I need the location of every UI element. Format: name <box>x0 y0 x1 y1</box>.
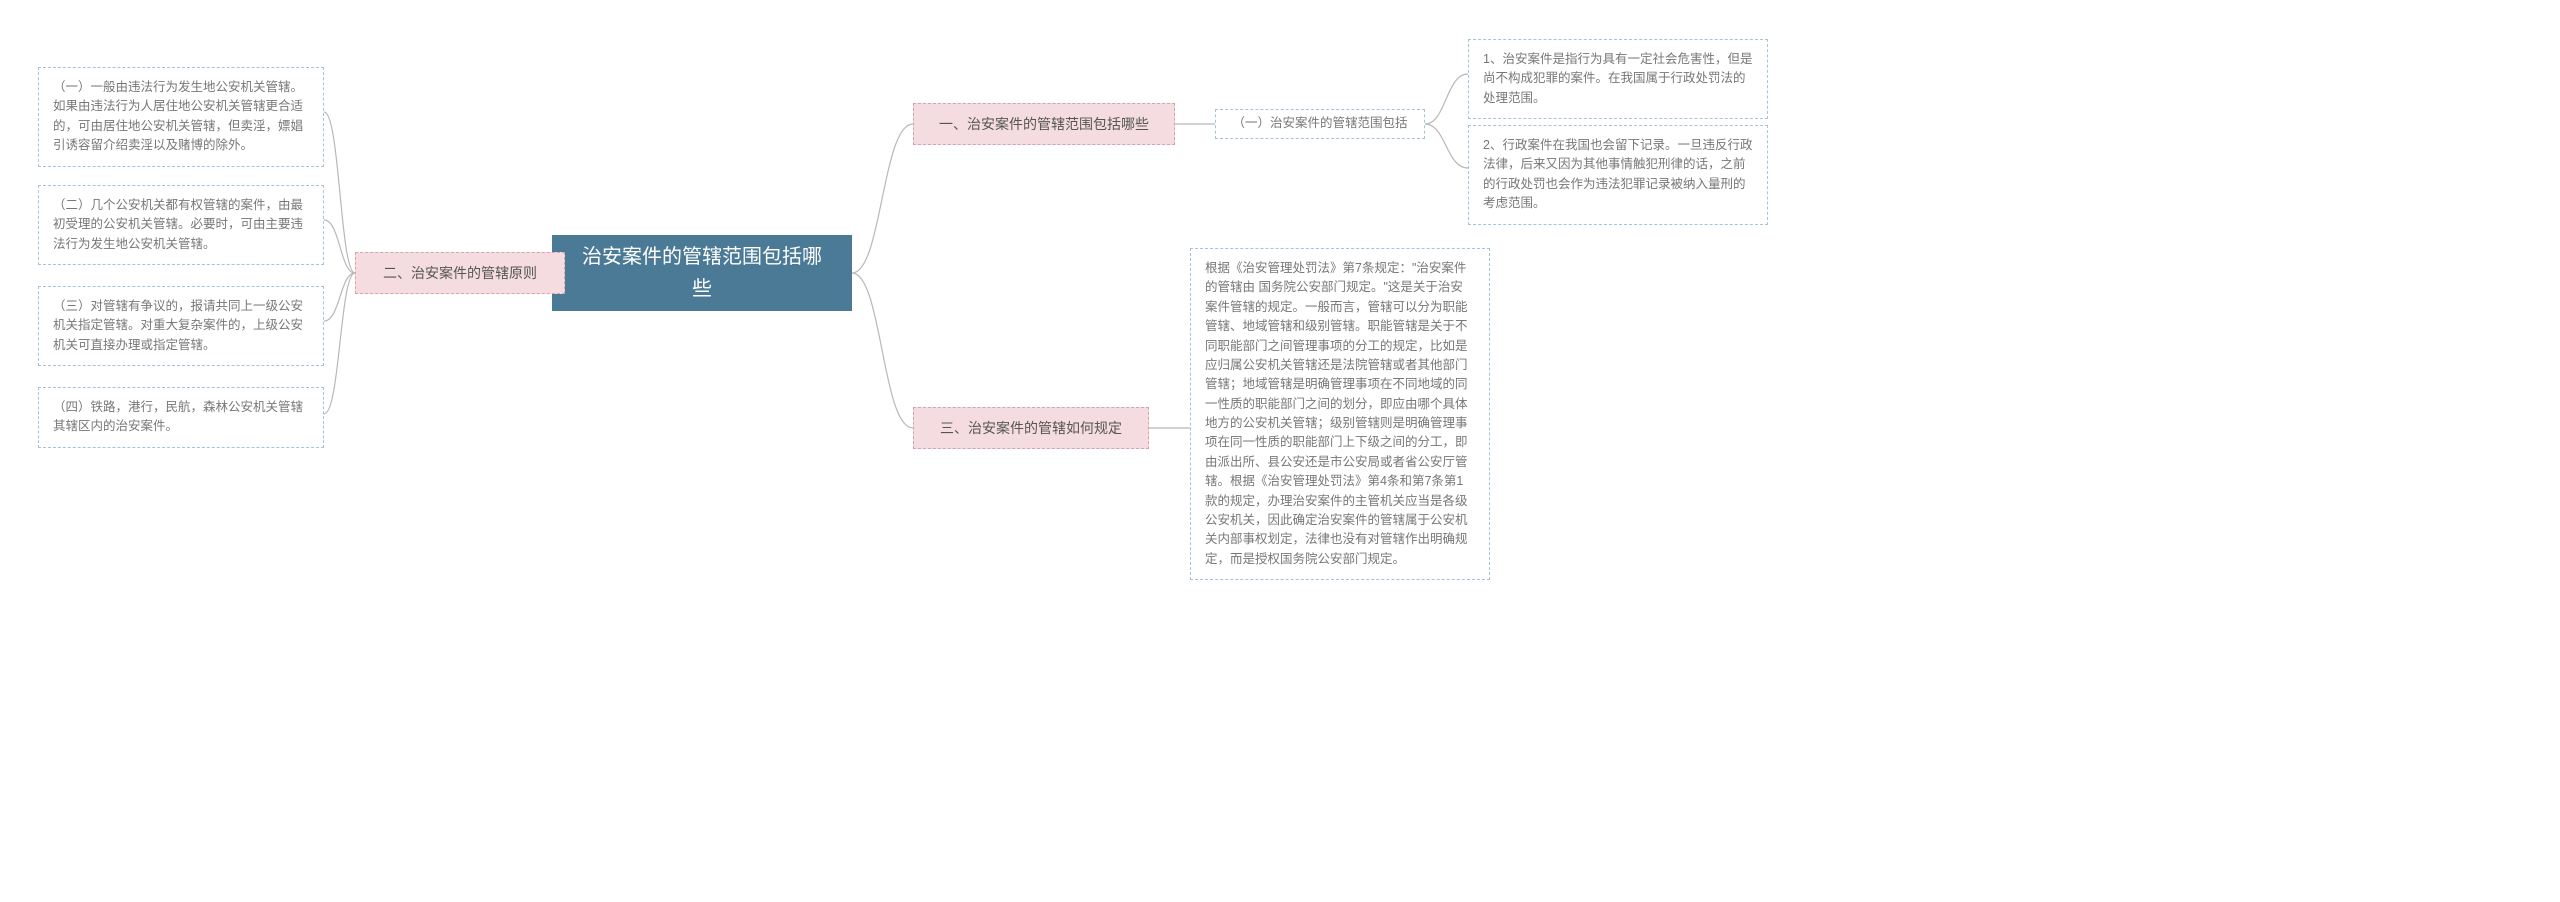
branch-3-text: 三、治安案件的管辖如何规定 <box>940 418 1122 439</box>
branch-1[interactable]: 一、治安案件的管辖范围包括哪些 <box>913 103 1175 145</box>
branch-1-sub-text: （一）治安案件的管辖范围包括 <box>1232 114 1407 133</box>
leaf-1-2[interactable]: 2、行政案件在我国也会留下记录。一旦违反行政法律，后来又因为其他事情触犯刑律的话… <box>1468 125 1768 225</box>
leaf-1-1[interactable]: 1、治安案件是指行为具有一定社会危害性，但是尚不构成犯罪的案件。在我国属于行政处… <box>1468 39 1768 119</box>
leaf-1-2-text: 2、行政案件在我国也会留下记录。一旦违反行政法律，后来又因为其他事情触犯刑律的话… <box>1483 136 1753 214</box>
leaf-2-3[interactable]: （三）对管辖有争议的，报请共同上一级公安机关指定管辖。对重大复杂案件的，上级公安… <box>38 286 324 366</box>
branch-2[interactable]: 二、治安案件的管辖原则 <box>355 252 565 294</box>
leaf-2-4-text: （四）铁路，港行，民航，森林公安机关管辖其辖区内的治安案件。 <box>53 398 309 437</box>
root-node[interactable]: 治安案件的管辖范围包括哪些 <box>552 235 852 311</box>
branch-1-sub[interactable]: （一）治安案件的管辖范围包括 <box>1215 109 1425 139</box>
branch-3[interactable]: 三、治安案件的管辖如何规定 <box>913 407 1149 449</box>
leaf-2-2-text: （二）几个公安机关都有权管辖的案件，由最初受理的公安机关管辖。必要时，可由主要违… <box>53 196 309 254</box>
leaf-1-1-text: 1、治安案件是指行为具有一定社会危害性，但是尚不构成犯罪的案件。在我国属于行政处… <box>1483 50 1753 108</box>
leaf-2-1[interactable]: （一）一般由违法行为发生地公安机关管辖。如果由违法行为人居住地公安机关管辖更合适… <box>38 67 324 167</box>
branch-1-text: 一、治安案件的管辖范围包括哪些 <box>939 114 1149 135</box>
leaf-2-1-text: （一）一般由违法行为发生地公安机关管辖。如果由违法行为人居住地公安机关管辖更合适… <box>53 78 309 156</box>
branch-2-text: 二、治安案件的管辖原则 <box>383 263 537 284</box>
root-text: 治安案件的管辖范围包括哪些 <box>580 241 824 305</box>
leaf-3-1-text: 根据《治安管理处罚法》第7条规定："治安案件的管辖由 国务院公安部门规定。"这是… <box>1205 259 1475 569</box>
leaf-3-1[interactable]: 根据《治安管理处罚法》第7条规定："治安案件的管辖由 国务院公安部门规定。"这是… <box>1190 248 1490 580</box>
leaf-2-3-text: （三）对管辖有争议的，报请共同上一级公安机关指定管辖。对重大复杂案件的，上级公安… <box>53 297 309 355</box>
leaf-2-4[interactable]: （四）铁路，港行，民航，森林公安机关管辖其辖区内的治安案件。 <box>38 387 324 448</box>
leaf-2-2[interactable]: （二）几个公安机关都有权管辖的案件，由最初受理的公安机关管辖。必要时，可由主要违… <box>38 185 324 265</box>
